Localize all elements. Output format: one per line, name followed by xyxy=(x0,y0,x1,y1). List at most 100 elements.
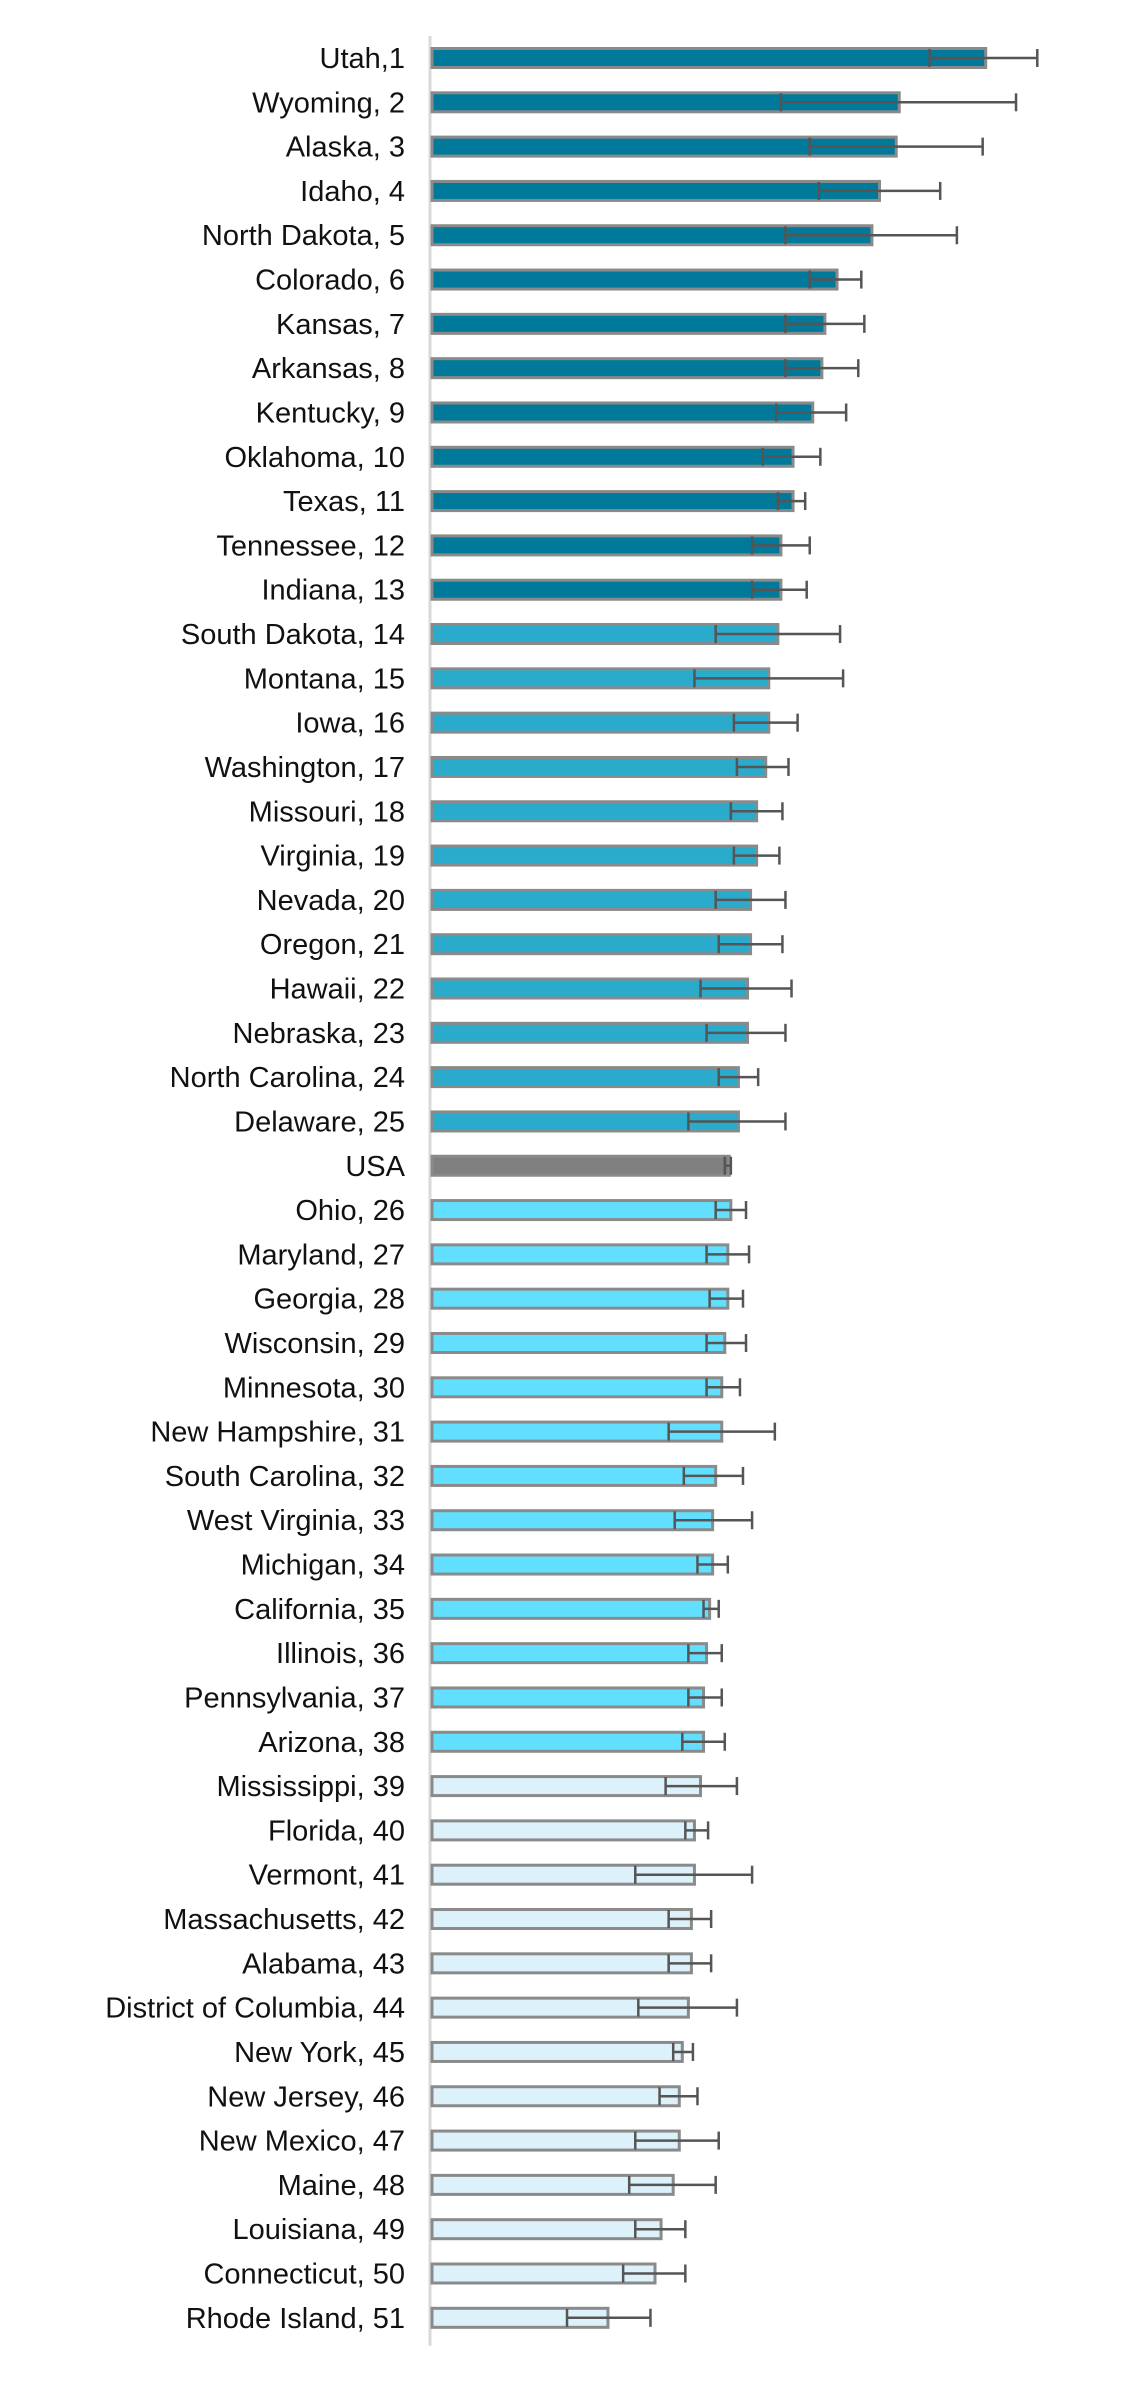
category-label: Louisiana, 49 xyxy=(232,2214,405,2246)
bar-row: Hawaii, 22 xyxy=(270,974,793,1006)
bar-row: Mississippi, 39 xyxy=(216,1771,739,1803)
bar xyxy=(430,888,753,911)
bar xyxy=(430,1819,696,1842)
bar-row: Louisiana, 49 xyxy=(232,2214,687,2246)
category-label: Colorado, 6 xyxy=(255,265,405,297)
bar xyxy=(430,578,783,601)
bar xyxy=(430,1199,733,1222)
bar-row: Tennessee, 12 xyxy=(216,530,811,562)
bar-row: South Carolina, 32 xyxy=(165,1461,745,1493)
category-label: Maryland, 27 xyxy=(237,1239,405,1271)
category-label: New Jersey, 46 xyxy=(207,2081,405,2113)
bar-row: Georgia, 28 xyxy=(253,1284,745,1316)
bar-row: District of Columbia, 44 xyxy=(105,1993,739,2025)
bar xyxy=(430,401,815,424)
bar xyxy=(430,1376,724,1399)
bar xyxy=(430,1509,715,1532)
bar-row: Vermont, 41 xyxy=(249,1860,754,1892)
category-label: Michigan, 34 xyxy=(241,1550,405,1582)
category-label: Rhode Island, 51 xyxy=(186,2303,405,2335)
category-label: Oklahoma, 10 xyxy=(224,442,405,474)
bar-row: Iowa, 16 xyxy=(295,708,799,740)
bar-row: Connecticut, 50 xyxy=(203,2259,687,2291)
category-label: Kansas, 7 xyxy=(276,309,405,341)
bar-row: Massachusetts, 42 xyxy=(163,1904,713,1936)
bar-row: New York, 45 xyxy=(234,2037,695,2069)
bar xyxy=(430,1686,706,1709)
bar-row: Wyoming, 2 xyxy=(252,87,1018,119)
bar-row: Rhode Island, 51 xyxy=(186,2303,652,2335)
category-label: New Mexico, 47 xyxy=(199,2126,405,2158)
bar-row: Kansas, 7 xyxy=(276,309,866,341)
bar xyxy=(430,800,759,823)
bar xyxy=(430,2218,663,2241)
bar xyxy=(430,1597,712,1620)
bar-row: Idaho, 4 xyxy=(300,176,942,208)
bar xyxy=(430,268,839,291)
category-label: Tennessee, 12 xyxy=(216,530,405,562)
category-label: New Hampshire, 31 xyxy=(150,1417,405,1449)
category-label: Indiana, 13 xyxy=(261,575,405,607)
bar xyxy=(430,711,771,734)
bar-row: Oklahoma, 10 xyxy=(224,442,822,474)
bar-row: Colorado, 6 xyxy=(255,265,863,297)
bar-row: Maine, 48 xyxy=(278,2170,717,2202)
bar-row: Wisconsin, 29 xyxy=(224,1328,748,1360)
category-label: Wyoming, 2 xyxy=(252,87,405,119)
bar-row: Alaska, 3 xyxy=(286,132,984,164)
category-label: Nebraska, 23 xyxy=(233,1018,406,1050)
category-label: California, 35 xyxy=(234,1594,405,1626)
category-label: Montana, 15 xyxy=(244,663,405,695)
bar xyxy=(430,1642,709,1665)
category-label: Utah,1 xyxy=(320,43,405,75)
bar-row: New Hampshire, 31 xyxy=(150,1417,777,1449)
bar-row: Maryland, 27 xyxy=(237,1239,751,1271)
bar xyxy=(430,1243,730,1266)
category-label: Minnesota, 30 xyxy=(223,1372,405,1404)
category-label: Florida, 40 xyxy=(268,1815,405,1847)
bar xyxy=(430,1464,718,1487)
bar-row: Arizona, 38 xyxy=(258,1727,727,1759)
category-label: Massachusetts, 42 xyxy=(163,1904,405,1936)
bar xyxy=(430,2040,684,2063)
bar xyxy=(430,490,795,513)
bar xyxy=(430,47,988,69)
bar-row: North Carolina, 24 xyxy=(170,1062,760,1094)
category-label: Missouri, 18 xyxy=(249,796,405,828)
bar-row: Washington, 17 xyxy=(205,752,790,784)
category-label: Idaho, 4 xyxy=(300,176,405,208)
category-label: Alaska, 3 xyxy=(286,132,405,164)
category-label: North Carolina, 24 xyxy=(170,1062,405,1094)
bars-group: Utah,1 Wyoming, 2 Alaska, 3 Idaho, 4 North D… xyxy=(105,43,1039,2335)
bar-row: Nevada, 20 xyxy=(257,885,787,917)
category-label: West Virginia, 33 xyxy=(187,1505,405,1537)
category-label: Georgia, 28 xyxy=(253,1284,405,1316)
category-label: South Carolina, 32 xyxy=(165,1461,405,1493)
bar xyxy=(430,2262,657,2285)
bar xyxy=(430,1952,693,1975)
bar-row: Texas, 11 xyxy=(283,486,807,518)
category-label: Kentucky, 9 xyxy=(256,397,405,429)
category-label: Vermont, 41 xyxy=(249,1860,405,1892)
bar-row: Oregon, 21 xyxy=(260,929,784,961)
bar-row: Virginia, 19 xyxy=(260,841,781,873)
bar xyxy=(430,534,783,557)
bar-row: Florida, 40 xyxy=(268,1815,710,1847)
bar-row: Kentucky, 9 xyxy=(256,397,848,429)
bar-row: Illinois, 36 xyxy=(276,1638,723,1670)
bar xyxy=(430,1066,740,1089)
bar xyxy=(430,844,759,867)
bar-row: West Virginia, 33 xyxy=(187,1505,754,1537)
category-label: Illinois, 36 xyxy=(276,1638,405,1670)
bar-row: New Jersey, 46 xyxy=(207,2081,699,2113)
bar-row: New Mexico, 47 xyxy=(199,2126,720,2158)
bar xyxy=(430,357,824,380)
category-label: North Dakota, 5 xyxy=(202,220,405,252)
bar-row: Missouri, 18 xyxy=(249,796,784,828)
category-label: Virginia, 19 xyxy=(260,841,405,873)
category-label: Connecticut, 50 xyxy=(203,2259,405,2291)
category-label: New York, 45 xyxy=(234,2037,405,2069)
bar-row: Nebraska, 23 xyxy=(233,1018,787,1050)
bar-row: Michigan, 34 xyxy=(241,1550,730,1582)
category-label: USA xyxy=(345,1151,405,1183)
